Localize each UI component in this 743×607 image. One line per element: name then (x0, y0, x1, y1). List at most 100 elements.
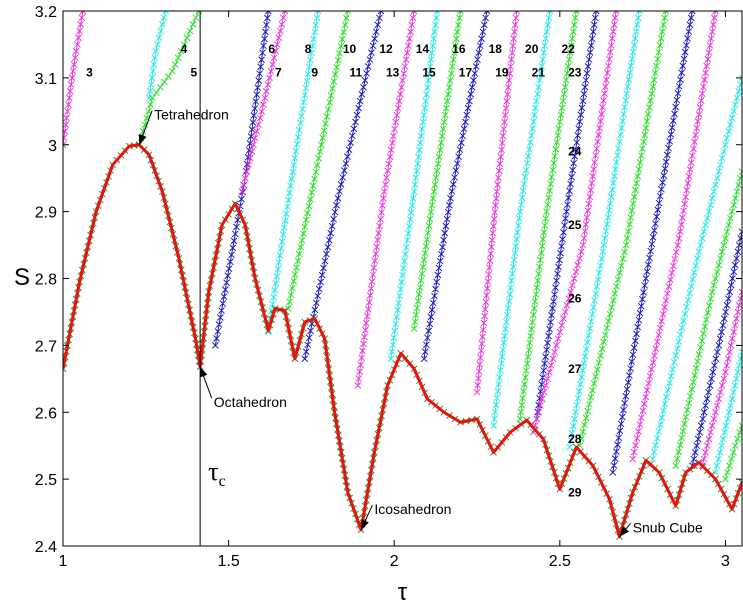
branch-series-10 (301, 11, 385, 363)
annotation-label: Icosahedron (374, 501, 451, 517)
branch-series-15 (473, 11, 521, 396)
branch-number-label: 9 (311, 66, 318, 80)
branch-number-label: 11 (350, 66, 363, 80)
y-tick-label: 2.6 (35, 405, 57, 422)
branch-number-label: 21 (532, 66, 546, 80)
envelope-series (63, 141, 742, 540)
annotation-label: Tetrahedron (154, 107, 229, 123)
branch-series-7 (238, 11, 289, 195)
x-tick-label: 3 (721, 553, 730, 570)
branch-markers-16 (490, 11, 554, 429)
branch-number-label: 7 (275, 66, 282, 80)
branch-series-28 (712, 348, 742, 476)
branch-series-22 (609, 11, 696, 476)
annotation-arrowhead (361, 519, 369, 530)
branch-markers-19 (529, 11, 620, 436)
branch-number-label: 17 (459, 66, 473, 80)
y-tick-label: 3.1 (35, 71, 57, 88)
branch-markers-17 (516, 11, 580, 423)
branch-series-8 (265, 11, 322, 336)
branch-markers-6 (212, 11, 272, 349)
branch-number-label: 15 (422, 66, 436, 80)
branch-markers-10 (301, 11, 385, 363)
y-tick-label: 3 (48, 138, 57, 155)
branch-number-label: 13 (386, 66, 400, 80)
branch-number-label: 26 (568, 292, 582, 306)
tau-c-subscript: c (219, 473, 226, 490)
branch-markers-25 (672, 168, 742, 470)
branch-number-label: 4 (181, 42, 188, 56)
branch-markers-13 (410, 11, 464, 333)
branch-number-label: 3 (86, 66, 93, 80)
tau-c-symbol: τ (208, 457, 218, 486)
branch-number-label: 22 (561, 42, 575, 56)
x-tick-label: 2 (390, 553, 399, 570)
branch-markers-3 (63, 11, 87, 149)
branch-number-label: 6 (268, 42, 275, 56)
branch-number-label: 29 (568, 486, 582, 500)
branch-series-29 (722, 422, 742, 483)
branch-markers-15 (473, 11, 521, 396)
branch-markers-20 (566, 11, 643, 451)
branch-markers-22 (609, 11, 696, 476)
branch-series-27 (698, 288, 742, 470)
annotation-arrowhead (138, 133, 147, 145)
y-axis-label: S (14, 264, 30, 291)
branch-markers-28 (712, 348, 742, 476)
branch-series-16 (490, 11, 554, 429)
branch-series-24 (649, 74, 742, 463)
tau-c-label: τc (208, 457, 226, 490)
annotation-label: Octahedron (214, 394, 287, 410)
branch-series-9 (284, 11, 352, 312)
y-tick-label: 2.8 (35, 272, 57, 289)
branch-markers-12 (387, 11, 441, 363)
branch-series-19 (529, 11, 620, 436)
branch-markers-14 (420, 11, 491, 363)
y-tick-label: 2.4 (35, 539, 57, 556)
branch-number-label: 16 (452, 42, 466, 56)
annotation-arrowhead (619, 526, 629, 537)
branch-series-20 (566, 11, 643, 451)
branch-markers-4 (145, 11, 170, 102)
envelope-line (63, 143, 742, 539)
x-tick-label: 1 (59, 553, 68, 570)
branch-number-label: 14 (416, 42, 430, 56)
branch-series-17 (516, 11, 580, 423)
x-tick-label: 2.5 (549, 553, 571, 570)
branch-number-label: 23 (568, 66, 582, 80)
branch-series-21 (576, 11, 670, 450)
x-tick-label: 1.5 (217, 553, 239, 570)
branch-markers-21 (576, 11, 670, 450)
branch-series-11 (354, 11, 418, 389)
branch-number-label: 28 (568, 432, 582, 446)
branch-number-label: 25 (568, 218, 582, 232)
branch-markers-23 (629, 11, 719, 463)
branch-series-23 (629, 11, 719, 463)
branch-number-label: 18 (489, 42, 503, 56)
x-axis-label: τ (398, 579, 408, 606)
y-tick-label: 2.5 (35, 472, 57, 489)
branch-series-14 (420, 11, 491, 363)
annotation-label: Snub Cube (633, 519, 703, 535)
branch-number-label: 27 (568, 362, 582, 376)
branch-markers-9 (284, 11, 352, 312)
branch-markers-11 (354, 11, 418, 389)
branch-series-13 (410, 11, 464, 333)
annotation-arrowhead (199, 366, 208, 378)
branch-number-label: 20 (525, 42, 539, 56)
branch-series-12 (387, 11, 441, 363)
branch-series-3 (63, 11, 87, 149)
branch-series-4 (145, 11, 170, 102)
y-tick-label: 3.2 (35, 4, 57, 21)
branch-number-label: 24 (568, 144, 582, 158)
branch-number-label: 10 (343, 42, 357, 56)
branch-markers-7 (238, 11, 289, 195)
y-tick-label: 2.9 (35, 205, 57, 222)
branch-number-label: 19 (495, 66, 509, 80)
branch-number-label: 12 (379, 42, 393, 56)
y-tick-label: 2.7 (35, 338, 57, 355)
branch-number-label: 8 (305, 42, 312, 56)
branch-markers-24 (649, 74, 742, 463)
branch-markers-29 (722, 422, 742, 483)
